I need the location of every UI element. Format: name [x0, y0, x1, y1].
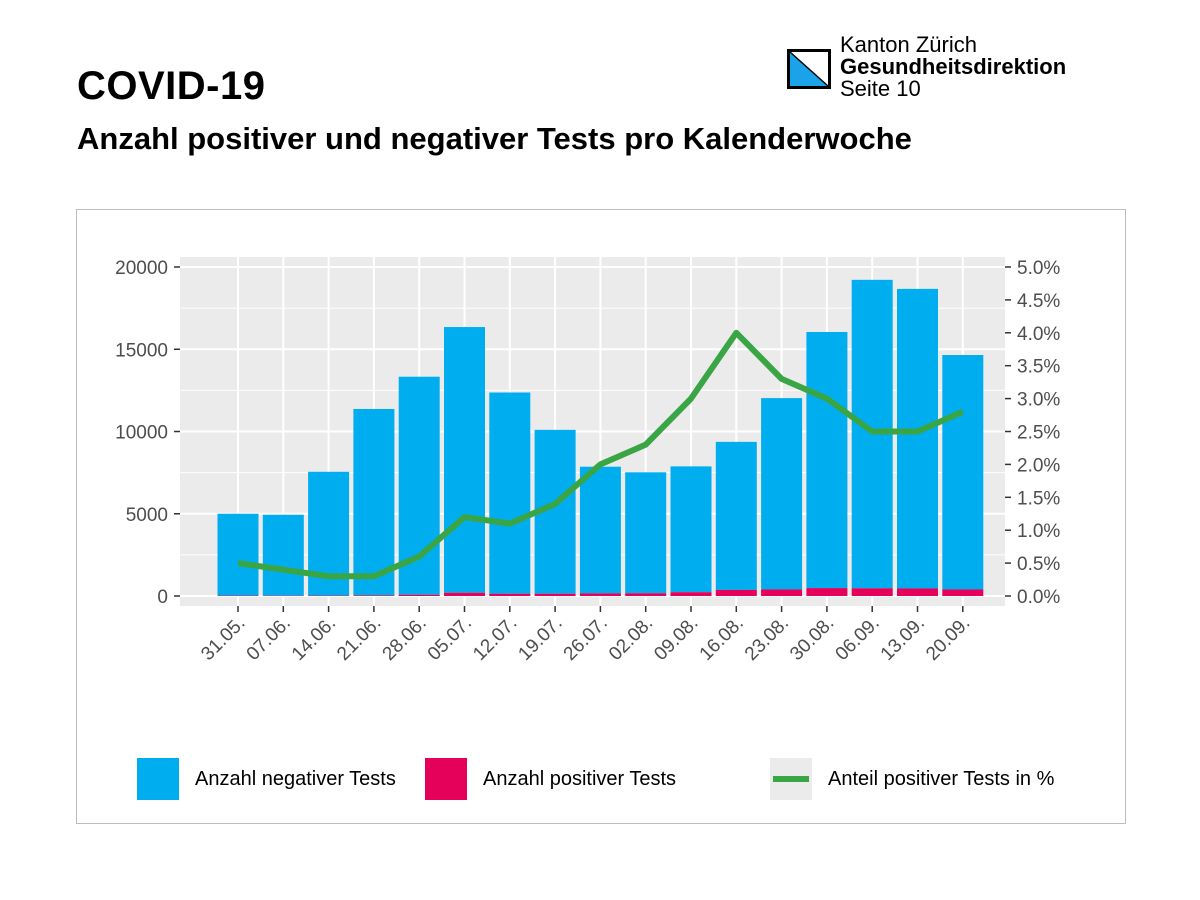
page-subtitle: Anzahl positiver und negativer Tests pro…: [77, 121, 912, 156]
bar-negative: [353, 408, 395, 596]
zurich-canton-flag-icon: [787, 49, 831, 89]
page-title: COVID-19: [77, 64, 266, 108]
legend-item-negative: Anzahl negativer Tests: [137, 758, 396, 800]
x-tick-label: 23.08.: [741, 613, 793, 665]
bar-positive: [761, 589, 803, 596]
x-tick-label: 31.05.: [197, 613, 249, 665]
page-number: Seite 10: [840, 76, 921, 101]
bar-negative: [670, 466, 712, 593]
legend-label-negative: Anzahl negativer Tests: [195, 767, 396, 790]
bar-positive: [353, 595, 395, 596]
bar-negative: [806, 331, 848, 589]
chart-frame: [76, 209, 1126, 824]
x-tick-label: 09.08.: [650, 613, 702, 665]
x-tick-label: 02.08.: [605, 613, 657, 665]
legend-label-share: Anteil positiver Tests in %: [828, 767, 1055, 790]
x-tick-label: 21.06.: [333, 613, 385, 665]
org-canton: Kanton Zürich: [840, 32, 977, 57]
bar-positive: [489, 593, 531, 596]
bar-positive: [851, 588, 893, 596]
x-tick-label: 28.06.: [379, 613, 431, 665]
legend-label-positive: Anzahl positiver Tests: [483, 767, 677, 790]
y-right-tick-label: 1.5%: [1017, 488, 1060, 509]
x-tick-label: 14.06.: [288, 613, 340, 665]
line-series: [237, 329, 964, 580]
bar-negative: [715, 441, 757, 590]
legend-swatch-share: [770, 758, 812, 800]
y-left-tick-label: 0: [157, 587, 168, 608]
y-right-tick-label: 4.5%: [1017, 291, 1060, 312]
bar-positive: [534, 593, 576, 596]
x-tick-label: 06.09.: [832, 613, 884, 665]
bar-negative: [489, 392, 531, 594]
legend-item-share: Anteil positiver Tests in %: [770, 758, 1054, 800]
y-left-tick-label: 20000: [115, 258, 168, 279]
x-tick-label: 30.08.: [786, 613, 838, 665]
bar-positive: [897, 588, 938, 596]
y-left-tick-label: 15000: [115, 340, 168, 361]
legend-swatch-negative: [137, 758, 179, 800]
y-right-tick-label: 0.5%: [1017, 554, 1060, 575]
org-department: Gesundheitsdirektion: [840, 54, 1067, 79]
x-tick-label: 07.06.: [243, 613, 295, 665]
y-right-tick-label: 2.5%: [1017, 423, 1060, 444]
bar-negative: [579, 466, 621, 594]
bar-negative: [897, 288, 938, 589]
bar-negative: [761, 398, 803, 590]
bar-positive: [942, 589, 984, 596]
y-left-tick-label: 5000: [126, 505, 168, 526]
bar-positive: [715, 589, 757, 596]
org-block: Kanton Zürich Gesundheitsdirektion Seite…: [840, 34, 1066, 100]
y-right-tick-label: 3.5%: [1017, 357, 1060, 378]
x-tick-label: 20.09.: [922, 613, 974, 665]
x-tick-label: 13.09.: [877, 613, 929, 665]
y-right-tick-label: 0.0%: [1017, 587, 1060, 608]
y-right-tick-label: 4.0%: [1017, 324, 1060, 345]
bars: [217, 279, 984, 596]
y-right-tick-label: 5.0%: [1017, 258, 1060, 279]
bar-positive: [444, 592, 485, 596]
bar-positive: [806, 588, 848, 596]
x-tick-label: 05.07.: [424, 613, 476, 665]
legend-swatch-positive: [425, 758, 467, 800]
bar-positive: [670, 592, 712, 596]
y-left-tick-label: 10000: [115, 423, 168, 444]
bar-negative: [444, 327, 485, 593]
y-right-tick-label: 3.0%: [1017, 390, 1060, 411]
y-right-tick-label: 2.0%: [1017, 455, 1060, 476]
x-tick-label: 16.08.: [696, 613, 748, 665]
bar-negative: [217, 513, 259, 596]
legend-item-positive: Anzahl positiver Tests: [425, 758, 676, 800]
bar-negative: [262, 514, 304, 596]
bar-positive: [398, 594, 440, 596]
x-tick-label: 12.07.: [469, 613, 521, 665]
line-share-positive: [237, 329, 964, 580]
bar-positive: [625, 593, 667, 596]
y-right-tick-label: 1.0%: [1017, 521, 1060, 542]
bar-positive: [579, 593, 621, 596]
x-tick-label: 19.07.: [514, 613, 566, 665]
bar-negative: [942, 355, 984, 590]
bar-negative: [625, 472, 667, 594]
x-tick-label: 26.07.: [560, 613, 612, 665]
